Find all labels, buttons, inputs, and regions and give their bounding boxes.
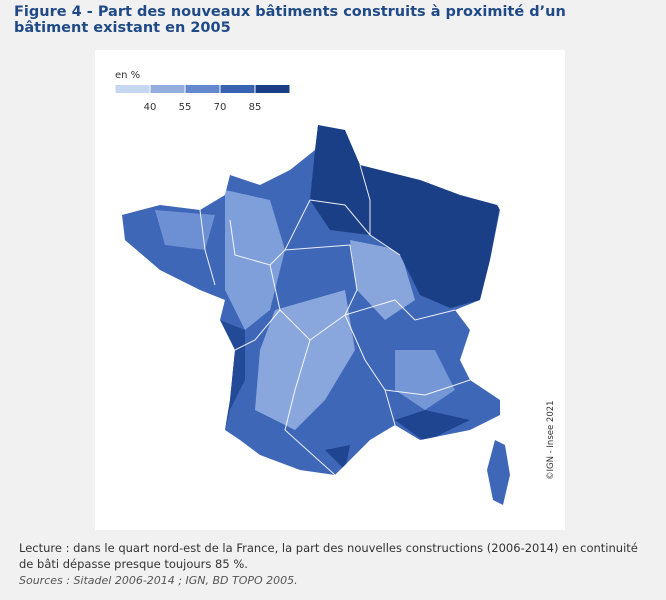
- legend: en % 40 55 70 85: [115, 70, 290, 113]
- map-credit: ©IGN - Insee 2021: [546, 400, 556, 480]
- sources: Sources : Sitadel 2006-2014 ; IGN, BD TO…: [19, 574, 298, 587]
- legend-tick-label: 85: [249, 102, 262, 113]
- legend-tick-label: 70: [214, 102, 227, 113]
- map-panel: en % 40 55 70 85 ©IGN - Insee 2021: [95, 50, 565, 530]
- legend-swatch: [185, 85, 220, 93]
- figure-title: Figure 4 - Part des nouveaux bâtiments c…: [14, 4, 566, 36]
- legend-swatch: [150, 85, 185, 93]
- legend-swatch: [115, 85, 150, 93]
- legend-swatch: [255, 85, 290, 93]
- legend-tick-label: 40: [144, 102, 157, 113]
- legend-tick-label: 55: [179, 102, 192, 113]
- legend-swatch: [220, 85, 255, 93]
- corsica: [487, 440, 510, 505]
- legend-title: en %: [115, 70, 140, 81]
- reading-note: Lecture : dans le quart nord-est de la F…: [19, 541, 638, 571]
